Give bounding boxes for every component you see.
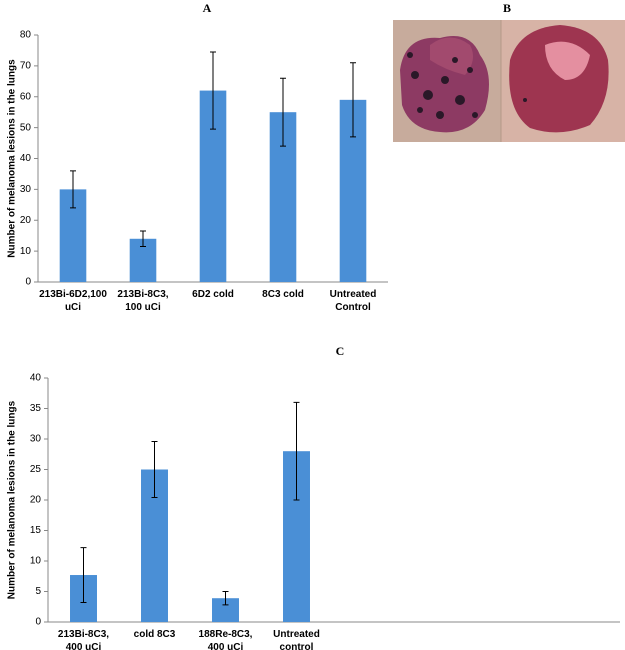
error-bar: [151, 440, 158, 499]
y-tick-label: 30: [30, 434, 42, 445]
y-tick-label: 10: [30, 556, 42, 567]
y-tick-label: 35: [30, 403, 42, 414]
y-tick-label: 40: [30, 373, 42, 384]
error-bar: [140, 230, 146, 247]
y-tick-label: 30: [20, 184, 32, 195]
y-tick-label: 15: [30, 525, 42, 536]
chart-title: C: [336, 344, 345, 358]
chart-title: A: [203, 1, 212, 15]
x-tick-label: cold 8C3: [133, 629, 176, 640]
y-tick-label: 0: [25, 277, 31, 288]
y-tick-label: 0: [35, 617, 41, 628]
error-bar: [280, 77, 286, 147]
y-tick-label: 20: [20, 215, 32, 226]
x-tick-label: 188Re-8C3, 400 uCi: [198, 629, 253, 650]
panel-label: B: [503, 1, 511, 15]
x-tick-label: Untreated Control: [329, 289, 377, 313]
error-bar: [350, 62, 356, 138]
x-tick-label: 213Bi-8C3, 100 uCi: [117, 289, 169, 313]
lung-photo: [393, 20, 625, 142]
error-bar: [222, 591, 229, 606]
y-axis-label: Number of melanoma lesions in the lungs: [7, 400, 18, 599]
y-tick-label: 5: [35, 586, 41, 597]
error-bar: [210, 51, 216, 130]
y-axis-label: Number of melanoma lesions in the lungs: [7, 59, 18, 258]
x-tick-label: 6D2 cold: [192, 289, 234, 300]
bar: [212, 598, 239, 622]
x-tick-label: Untreated control: [273, 629, 320, 650]
y-tick-label: 40: [20, 153, 32, 164]
y-tick-label: 60: [20, 91, 32, 102]
y-tick-label: 80: [20, 30, 32, 41]
y-tick-label: 50: [20, 122, 32, 133]
x-tick-label: 213Bi-8C3, 400 uCi: [57, 629, 110, 650]
error-bar: [70, 170, 76, 209]
error-bar: [293, 401, 300, 501]
y-tick-label: 20: [30, 495, 42, 506]
x-tick-label: 213Bi-6D2,100 uCi: [39, 289, 107, 313]
x-tick-label: 8C3 cold: [262, 289, 304, 300]
error-bar: [80, 547, 87, 603]
y-tick-label: 25: [30, 464, 42, 475]
y-tick-label: 10: [20, 246, 32, 257]
y-tick-label: 70: [20, 61, 32, 72]
